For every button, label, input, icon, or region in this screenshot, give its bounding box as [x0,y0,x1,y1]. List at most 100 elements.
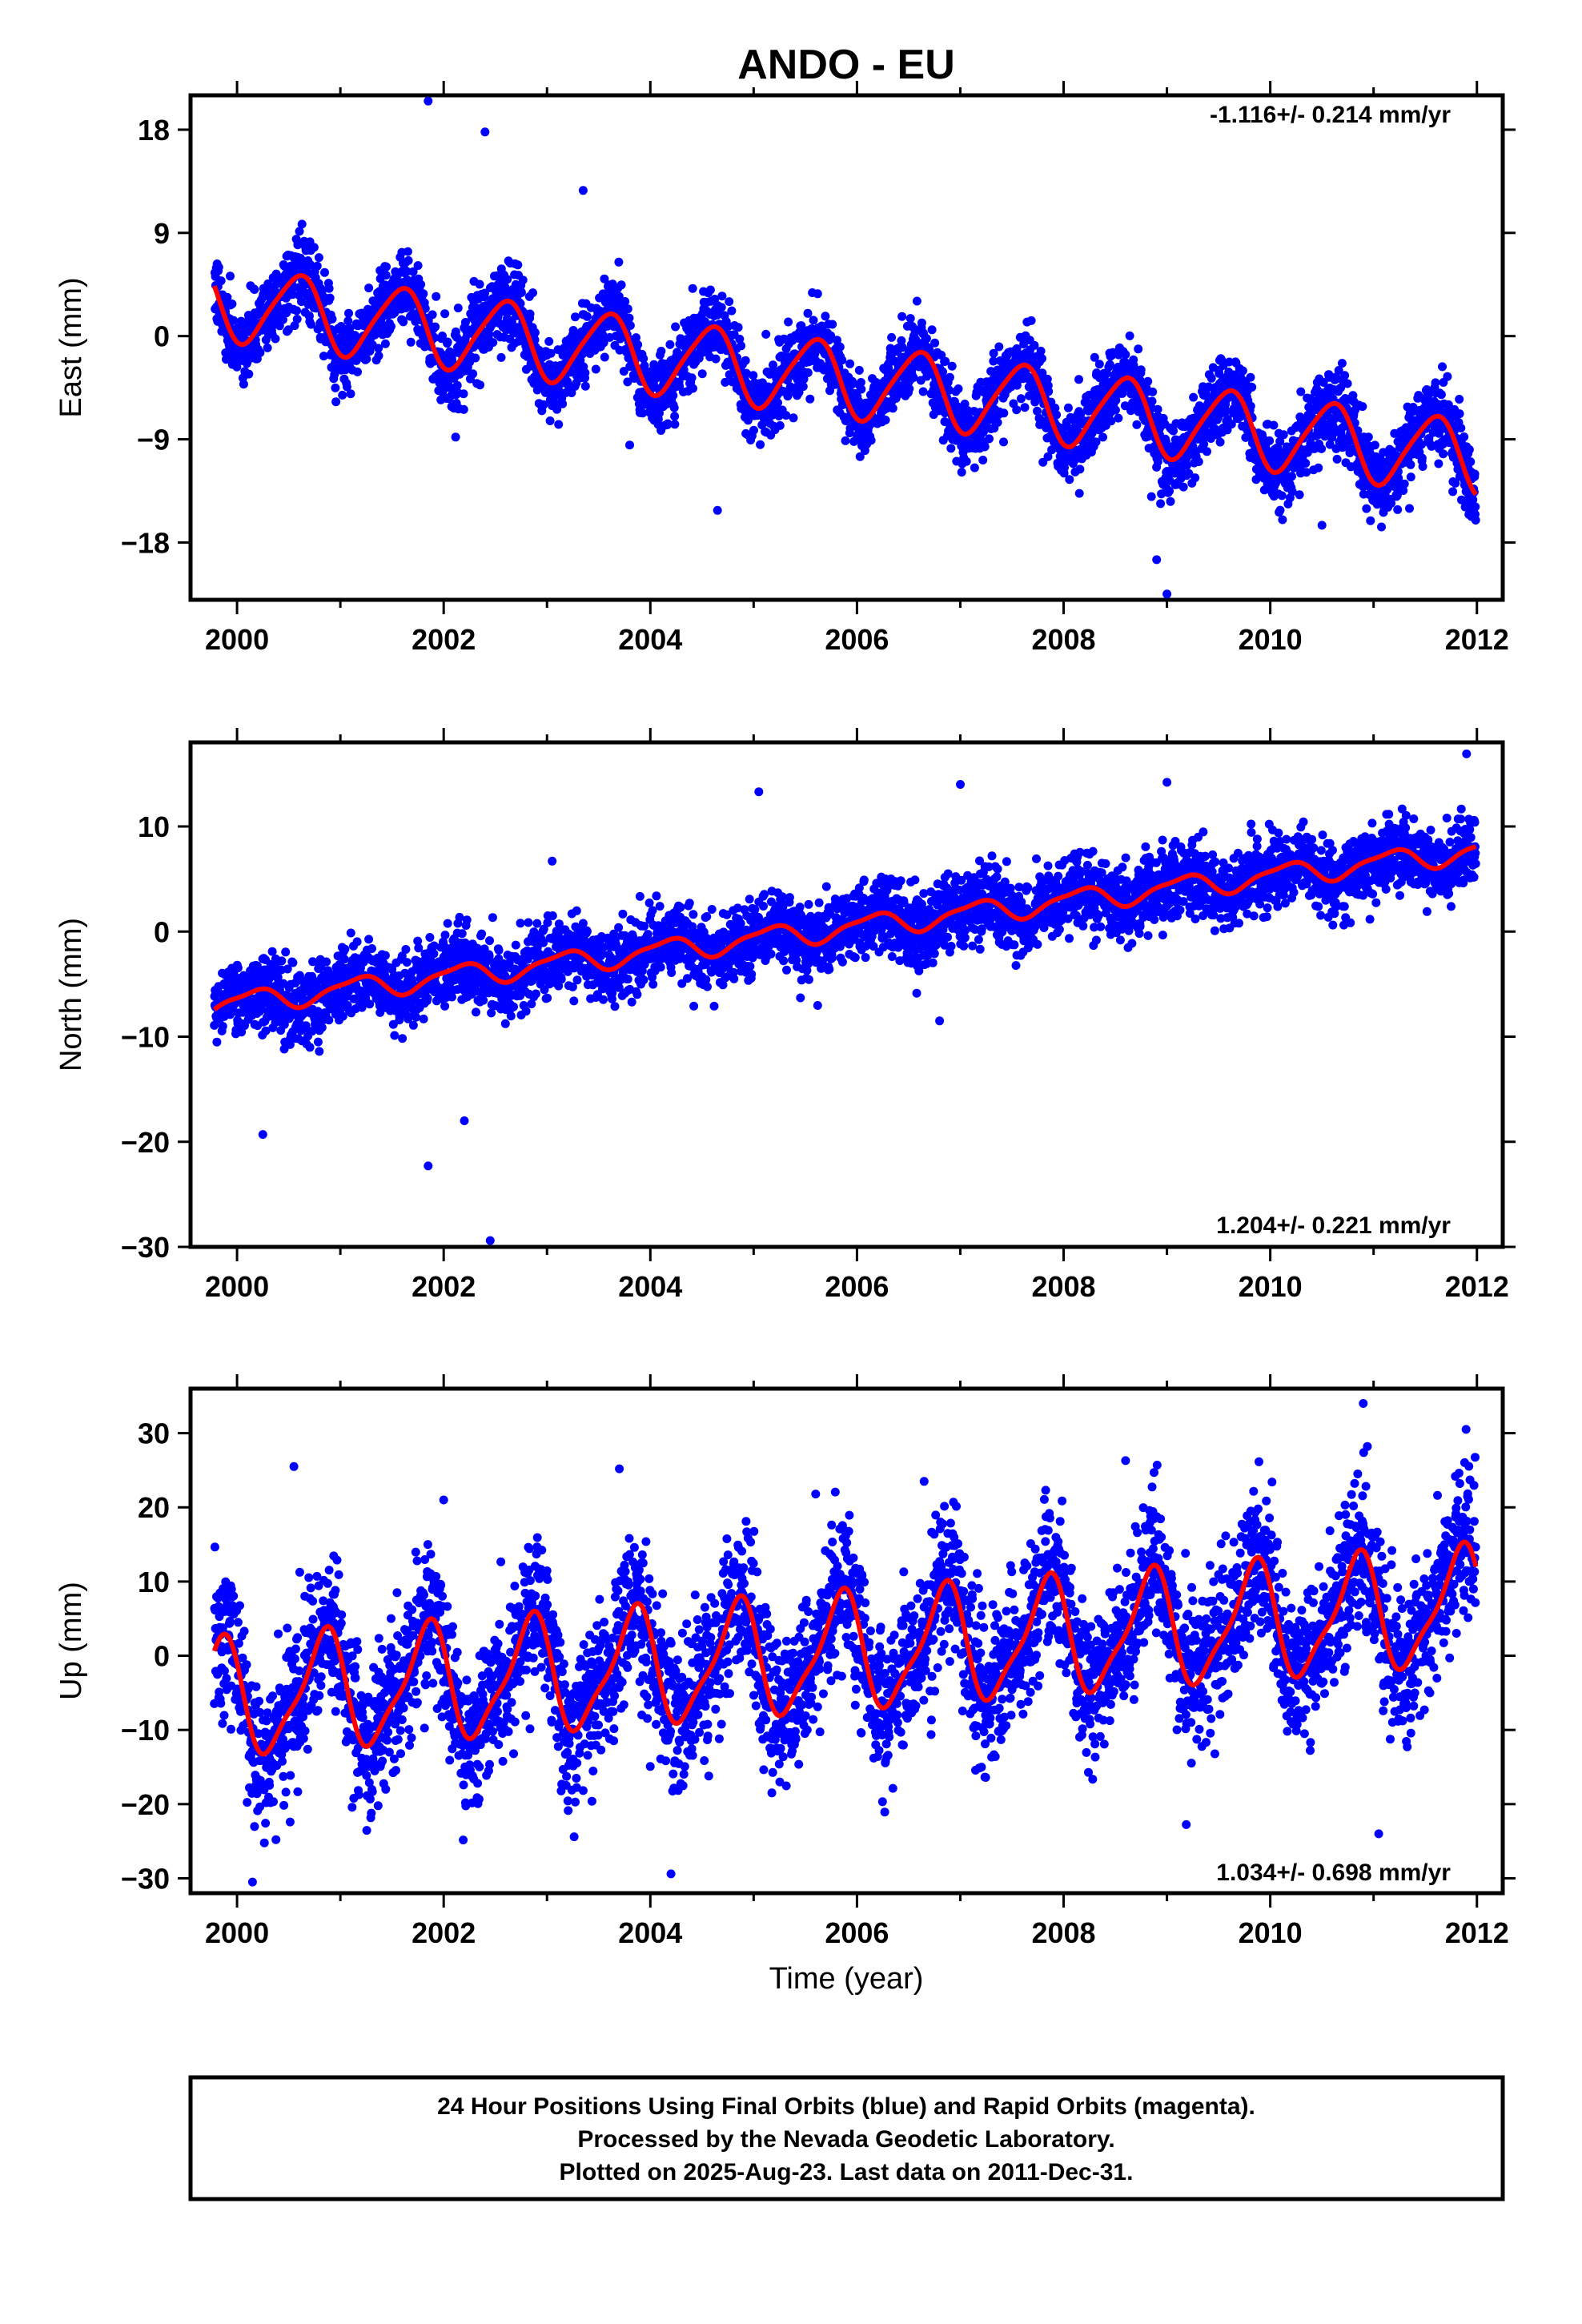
east-data-point [214,263,223,272]
east-data-point [1136,365,1146,375]
east-data-points [210,96,1480,599]
east-data-point [292,306,301,316]
east-data-point [1238,366,1247,376]
east-data-point [1418,462,1427,471]
east-data-point [580,381,590,391]
east-data-point [749,371,758,380]
east-data-point [980,442,990,452]
east-data-point [917,318,926,328]
east-data-point [419,289,428,299]
east-x-tick-label: 2008 [1031,623,1095,656]
north-data-point [313,1037,323,1047]
east-rate-label: -1.116+/- 0.214 mm/yr [1210,102,1451,128]
east-data-point [1114,413,1123,423]
east-data-point [1314,463,1323,472]
east-y-tick-label: 18 [138,114,170,147]
east-data-point [1460,432,1469,441]
east-data-point [803,308,813,318]
east-data-point [1456,424,1466,432]
east-data-point [232,362,242,372]
east-data-point [1363,432,1373,442]
north-data-point [288,958,298,967]
east-data-point [591,364,600,374]
east-data-point [1203,447,1211,456]
east-data-point [227,300,237,308]
east-data-point [1317,444,1327,453]
east-x-tick-label: 2010 [1239,623,1303,656]
east-data-point [1470,469,1480,479]
east-data-point [1455,409,1464,419]
east-data-point [1074,489,1084,498]
east-data-point [404,255,413,265]
east-data-point [845,359,855,368]
east-data-point [1016,394,1026,404]
east-data-point [697,369,707,379]
east-data-point [614,257,624,267]
east-data-point [518,275,528,285]
east-data-point [306,259,315,269]
east-data-point [408,267,418,276]
east-y-tick-label: 0 [154,320,170,353]
east-data-point [1265,436,1275,445]
east-data-point [783,392,793,401]
east-data-point [431,322,440,332]
east-data-point [733,323,743,332]
east-data-point [1166,497,1175,506]
east-data-point [545,416,555,425]
east-x-tick-label: 2004 [618,623,682,656]
east-data-point [271,334,280,344]
east-data-point [307,320,315,329]
east-data-point [297,219,307,229]
east-data-point [946,444,956,453]
east-data-point [970,463,979,472]
east-data-point [1148,387,1158,396]
east-data-point [255,348,265,357]
east-data-point [428,310,437,320]
east-data-point [1074,375,1083,384]
east-data-point [1063,403,1073,412]
east-data-point [625,321,635,330]
east-data-point [530,328,540,337]
east-data-point [1269,420,1279,430]
east-data-point [1393,505,1403,514]
east-data-point [459,404,468,414]
east-data-point [1153,404,1162,414]
east-data-point [387,322,396,332]
east-data-point [459,389,468,399]
east-data-point [320,267,329,277]
east-data-point [1406,472,1415,482]
east-data-point [451,432,460,442]
east-data-point [1340,371,1350,380]
east-data-point [475,279,484,289]
east-data-point [525,309,535,319]
east-data-point [688,283,697,293]
east-data-point [954,384,963,393]
east-data-point [1275,505,1285,515]
east-data-point [837,356,847,365]
east-data-point [1295,490,1304,500]
east-data-point [1012,405,1022,415]
east-data-point [1406,460,1415,469]
north-data-point [340,944,350,954]
east-data-point [309,243,319,252]
north-data-point [364,935,374,944]
east-data-point [887,332,897,342]
east-data-point [226,271,235,281]
east-data-point [380,339,390,348]
east-data-point [314,253,323,263]
east-data-point [828,320,837,329]
east-data-point [312,261,322,271]
east-x-tick-label: 2006 [825,623,889,656]
east-data-point [484,329,494,339]
east-data-point [905,314,915,324]
east-data-point [1366,516,1375,525]
east-data-point [773,398,782,408]
east-data-point [717,292,727,301]
east-outlier-point [578,186,588,195]
east-data-point [319,352,328,361]
east-data-point [1296,387,1306,396]
east-data-point [342,382,351,392]
